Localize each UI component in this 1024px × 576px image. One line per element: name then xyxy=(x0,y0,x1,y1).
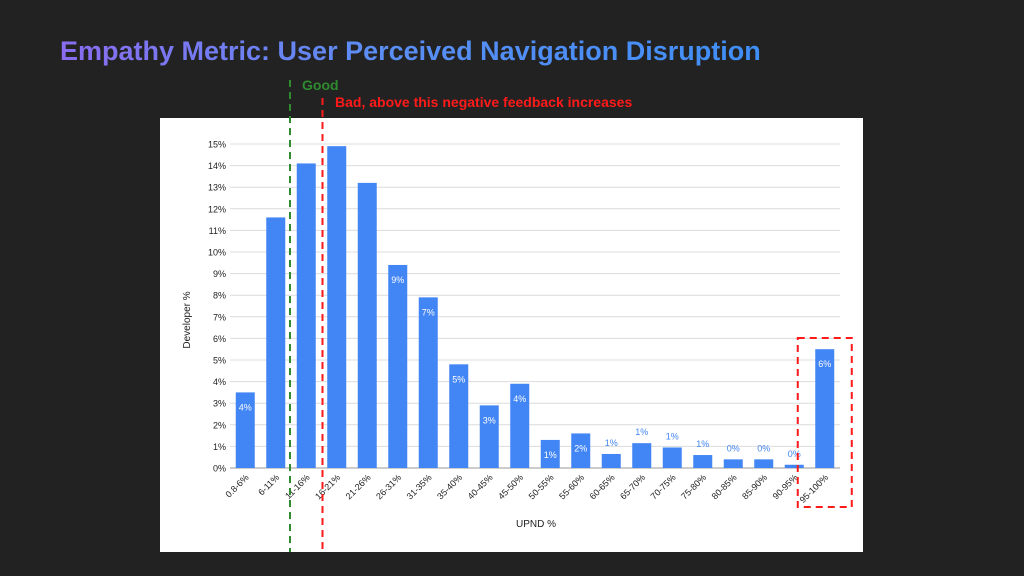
x-tick-label: 60-65% xyxy=(588,472,617,501)
x-tick-label: 16-21% xyxy=(313,472,342,501)
data-label: 0% xyxy=(757,443,770,453)
data-label: 13% xyxy=(358,193,376,203)
bar xyxy=(266,217,286,468)
data-label: 6% xyxy=(818,359,831,369)
data-label: 14% xyxy=(297,173,315,183)
bar xyxy=(601,453,621,468)
bad-threshold-label: Bad, above this negative feedback increa… xyxy=(335,94,633,110)
data-label: 5% xyxy=(452,374,465,384)
y-tick-label: 8% xyxy=(213,291,226,301)
x-tick-label: 31-35% xyxy=(405,472,434,501)
bar xyxy=(357,182,377,468)
bar xyxy=(449,364,469,468)
x-tick-label: 75-80% xyxy=(679,472,708,501)
x-tick-label: 50-55% xyxy=(527,472,556,501)
x-tick-label: 26-31% xyxy=(374,472,403,501)
y-tick-label: 6% xyxy=(213,334,226,344)
data-label: 1% xyxy=(544,450,557,460)
x-tick-label: 6-11% xyxy=(256,472,281,497)
data-labels: 4% 11% 14% 15% 13% 9% 7% 5% 3% 4% 1% 2% 1% 1% 1% 1% 0% 0%… xyxy=(239,156,832,460)
data-label: 1% xyxy=(666,431,679,441)
x-tick-label: 0.8-6% xyxy=(223,472,250,499)
y-tick-label: 5% xyxy=(213,356,226,366)
bar xyxy=(815,349,835,468)
data-label: 1% xyxy=(605,438,618,448)
x-tick-labels: 0.8-6% 6-11% 11-16% 16-21% 21-26% 26-31% 31-35… xyxy=(223,472,830,505)
bar xyxy=(662,447,682,468)
x-tick-label: 65-70% xyxy=(618,472,647,501)
bar xyxy=(754,459,774,468)
data-label: 15% xyxy=(328,156,346,166)
bar xyxy=(235,392,255,468)
bar xyxy=(296,163,316,468)
x-tick-label: 85-90% xyxy=(740,472,769,501)
y-tick-label: 1% xyxy=(213,442,226,452)
y-tick-label: 13% xyxy=(208,183,226,193)
data-label: 1% xyxy=(635,427,648,437)
y-tick-label: 3% xyxy=(213,399,226,409)
bar xyxy=(693,455,713,468)
x-axis-title: UPND % xyxy=(516,519,556,530)
highlight-box xyxy=(796,337,853,508)
x-tick-label: 45-50% xyxy=(496,472,525,501)
x-tick-label: 90-95% xyxy=(771,472,800,501)
x-tick-label: 35-40% xyxy=(435,472,464,501)
data-label: 4% xyxy=(513,394,526,404)
x-tick-label: 80-85% xyxy=(710,472,739,501)
data-label: 11% xyxy=(267,227,284,237)
x-tick-label: 21-26% xyxy=(344,472,373,501)
slide-title: Empathy Metric: User Perceived Navigatio… xyxy=(60,36,761,66)
data-label: 3% xyxy=(483,415,496,425)
y-tick-label: 12% xyxy=(208,204,226,214)
data-label: 7% xyxy=(422,307,435,317)
y-tick-labels: 0% 1% 2% 3% 4% 5% 6% 7% 8% 9% 10% 11% 12% 13% 14% 15% xyxy=(208,140,226,474)
y-tick-label: 4% xyxy=(213,377,226,387)
y-tick-label: 15% xyxy=(208,140,226,150)
bar xyxy=(327,146,347,468)
y-axis-title: Developer % xyxy=(182,291,193,348)
x-tick-label: 55-60% xyxy=(557,472,586,501)
bar xyxy=(784,464,804,468)
data-label: 0% xyxy=(727,443,740,453)
y-tick-label: 14% xyxy=(208,161,226,171)
y-tick-label: 9% xyxy=(213,269,226,279)
data-label: 9% xyxy=(391,275,404,285)
y-tick-label: 0% xyxy=(213,464,226,474)
threshold-overlays xyxy=(289,80,853,552)
bar xyxy=(632,443,652,468)
x-tick-label: 70-75% xyxy=(649,472,678,501)
y-tick-label: 7% xyxy=(213,312,226,322)
y-tick-label: 2% xyxy=(213,420,226,430)
bars xyxy=(235,146,835,468)
data-label: 0% xyxy=(788,449,801,459)
data-label: 4% xyxy=(239,402,252,412)
y-tick-label: 10% xyxy=(208,248,226,258)
bar xyxy=(388,264,408,468)
data-label: 2% xyxy=(574,443,587,453)
y-tick-label: 11% xyxy=(209,226,226,236)
bar xyxy=(510,383,530,468)
good-threshold-label: Good xyxy=(302,77,339,93)
data-label: 1% xyxy=(696,439,709,449)
bar xyxy=(723,459,743,468)
bar xyxy=(540,439,560,468)
x-tick-label: 95-100% xyxy=(798,472,831,505)
bar xyxy=(571,433,591,468)
bar xyxy=(479,405,499,468)
x-tick-label: 40-45% xyxy=(466,472,495,501)
x-tick-label: 11-16% xyxy=(283,472,312,501)
bar xyxy=(418,297,438,468)
